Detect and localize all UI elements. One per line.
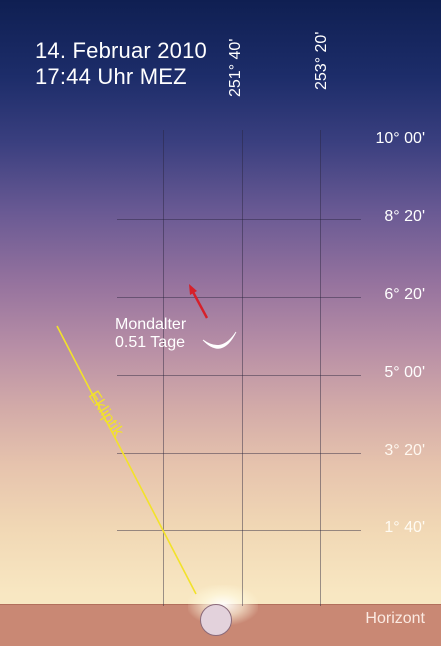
title-date: 14. Februar 2010 <box>35 38 207 63</box>
moon-label-line2: 0.51 Tage <box>115 334 185 351</box>
grid-line-ra-1 <box>163 130 164 606</box>
ecliptic-line <box>56 325 197 595</box>
grid-line-ra-3 <box>320 130 321 606</box>
dec-label-5-00: 5° 00' <box>384 364 425 381</box>
ra-label-2: 253° 20' <box>313 31 330 90</box>
title-time: 17:44 Uhr MEZ <box>35 64 187 89</box>
sun-disk <box>200 604 232 636</box>
ra-label-1: 251° 40' <box>227 38 244 97</box>
moon-crescent <box>202 331 237 349</box>
grid-line-dec-1-40 <box>117 530 361 531</box>
grid-line-dec-6-20 <box>117 297 361 298</box>
grid-line-dec-5-00 <box>117 375 361 376</box>
dec-label-1-40: 1° 40' <box>384 519 425 536</box>
dec-label-6-20: 6° 20' <box>384 286 425 303</box>
dec-label-10-00: 10° 00' <box>375 130 426 147</box>
dec-label-8-20: 8° 20' <box>384 208 425 225</box>
moon-motion-arrow <box>191 291 209 319</box>
moon-age-label: Mondalter 0.51 Tage <box>115 316 186 352</box>
horizon-label: Horizont <box>365 610 425 627</box>
grid-line-ra-2 <box>242 130 243 606</box>
moon-label-line1: Mondalter <box>115 316 187 333</box>
moon-motion-arrowhead <box>189 284 197 295</box>
grid-line-dec-3-20 <box>117 453 361 454</box>
grid-line-dec-8-20 <box>117 219 361 220</box>
dec-label-3-20: 3° 20' <box>384 442 425 459</box>
